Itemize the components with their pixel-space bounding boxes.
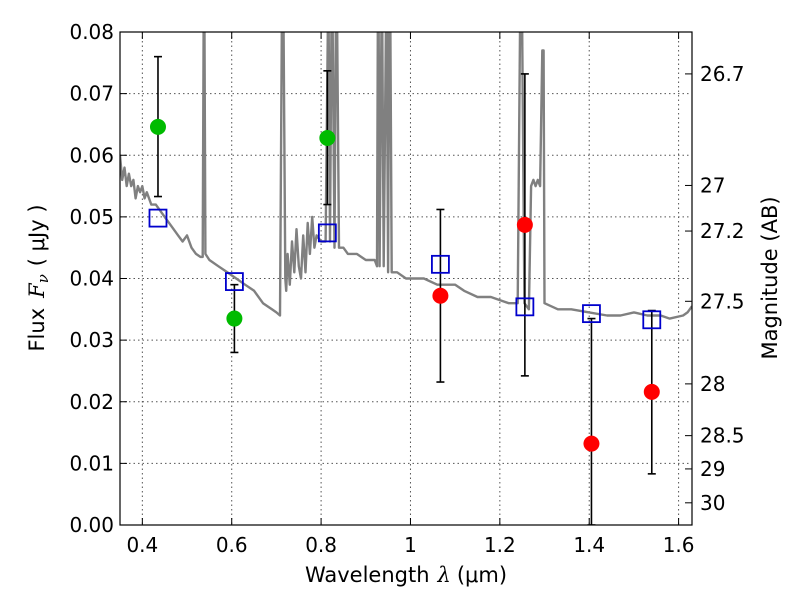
x-tick-label: 1 — [404, 533, 417, 557]
model-square-marker — [582, 304, 601, 324]
model-square-marker — [148, 208, 168, 228]
template-spectrum-line — [120, 32, 692, 320]
template-spectrum — [120, 32, 692, 320]
x-axis-unit: (μm) — [457, 563, 507, 587]
y2-tick-label: 27.2 — [700, 219, 745, 243]
y-tick-label: 0.04 — [69, 267, 114, 291]
grid-lines — [120, 31, 692, 526]
x-tick-label: 0.6 — [216, 533, 248, 557]
model-square-marker — [224, 272, 244, 291]
model-square-marker — [431, 254, 450, 274]
x-tick-label: 0.8 — [305, 533, 337, 557]
green-data-point — [319, 129, 336, 146]
y2-tick-label: 27.5 — [700, 289, 745, 313]
y-axis-symbol: F — [25, 282, 49, 299]
red-data-point — [432, 287, 449, 304]
x-tick-label: 0.4 — [126, 533, 158, 557]
x-tick-label: 1.2 — [484, 533, 516, 557]
y-tick-label: 0.07 — [69, 82, 114, 106]
x-axis-title: Wavelength λ (μm) — [305, 563, 507, 587]
y-tick-label: 0.06 — [69, 143, 114, 167]
y2-axis-title: Magnitude (AB) — [758, 196, 782, 359]
axis-ticks: 0.4 0.6 0.8 1 1.2 1.4 1.6 0.00 0.01 0.02 0.03 0.04 0… — [69, 20, 744, 557]
red-data-point — [643, 383, 660, 400]
y-axis-unit: ( μJy ) — [25, 204, 49, 266]
y-tick-label: 0.03 — [69, 328, 114, 352]
y2-tick-label: 27 — [700, 173, 725, 197]
y-tick-label: 0.01 — [69, 451, 114, 475]
green-data-point — [149, 118, 166, 135]
data-markers — [148, 118, 662, 452]
y2-tick-label: 28 — [700, 372, 725, 396]
y2-tick-label: 26.7 — [700, 62, 745, 86]
x-axis-title-text: Wavelength — [305, 563, 430, 587]
y-axis-title-text: Flux — [25, 308, 49, 352]
red-data-point — [583, 435, 600, 452]
red-data-point — [516, 216, 533, 233]
model-square-marker — [515, 297, 535, 317]
y2-tick-label: 29 — [700, 457, 725, 481]
y-tick-label: 0.05 — [69, 205, 114, 229]
y-tick-label: 0.02 — [69, 390, 114, 414]
y-tick-label: 0.00 — [69, 513, 114, 537]
green-data-point — [226, 310, 243, 327]
y-axis-title: Flux Fν ( μJy ) — [25, 204, 52, 351]
y2-tick-label: 30 — [700, 491, 725, 515]
model-square-marker — [317, 223, 337, 243]
y2-tick-label: 28.5 — [700, 424, 745, 448]
x-tick-label: 1.6 — [663, 533, 695, 557]
y-tick-label: 0.08 — [69, 20, 114, 44]
y-axis-subscript: ν — [34, 274, 52, 283]
x-tick-label: 1.4 — [573, 533, 605, 557]
model-square-marker — [642, 310, 662, 330]
x-axis-symbol: λ — [437, 563, 451, 587]
